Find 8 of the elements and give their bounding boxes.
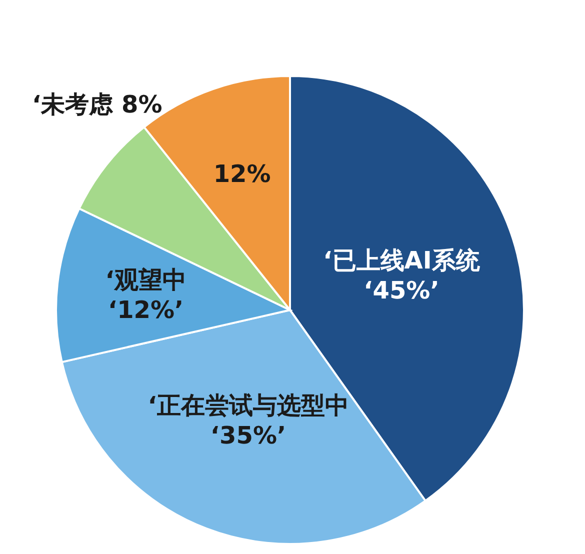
slice-label: ‘未考虑 8% bbox=[32, 90, 162, 119]
data-label: ‘35%’ bbox=[210, 421, 286, 450]
data-label: 12% bbox=[213, 160, 271, 188]
data-label: ‘12%’ bbox=[108, 296, 184, 324]
data-label: ‘45%’ bbox=[364, 276, 440, 304]
slice-label: ‘观望中 bbox=[105, 266, 186, 294]
slice-label: ‘已上线AI系统 bbox=[323, 246, 481, 274]
slice-label: ‘正在尝试与选型中 bbox=[148, 391, 349, 420]
